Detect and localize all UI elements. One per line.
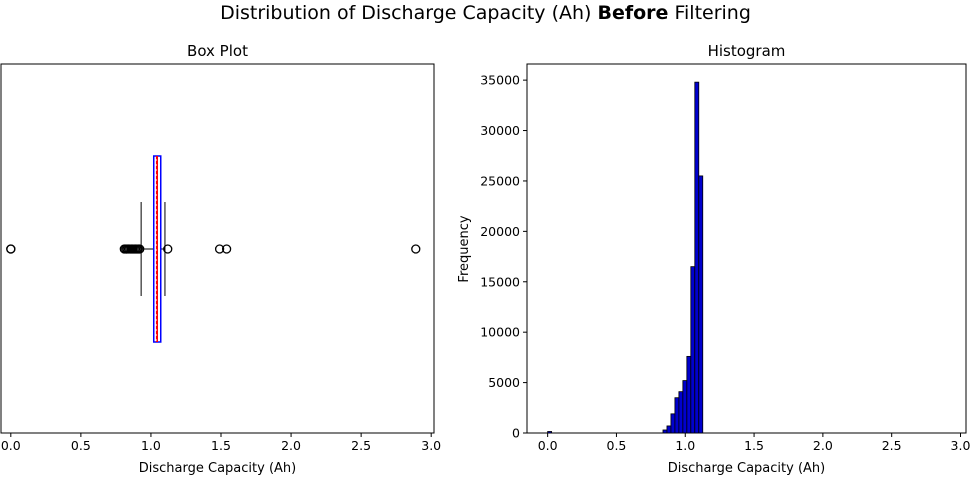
box-plot-panel: Box Plot 0.0 0.5 1.0 1.5 2.0 2.5 3.0 Discharge… — [0, 42, 441, 476]
hist-x-tick-label: 0.5 — [607, 438, 627, 453]
box-x-tick-label: 2.0 — [281, 438, 301, 453]
hist-x-tick-label: 0.0 — [538, 438, 558, 453]
box-plot-x-label: Discharge Capacity (Ah) — [139, 461, 296, 476]
histogram-y-label: Frequency — [457, 215, 472, 282]
outlier-point — [214, 244, 225, 254]
box-x-tick-label: 0.0 — [1, 438, 21, 453]
histogram-bar — [662, 429, 668, 434]
outlier-point — [411, 244, 421, 254]
histogram-bars — [547, 81, 704, 434]
histogram-bar — [666, 425, 672, 434]
histogram-bar — [674, 397, 680, 434]
histogram-bar — [682, 380, 688, 434]
histogram-bar — [698, 175, 704, 434]
box-plot-title: Box Plot — [187, 42, 248, 60]
hist-x-tick-label: 2.5 — [882, 438, 902, 453]
outlier-point — [221, 244, 232, 254]
hist-x-tick-label: 2.0 — [813, 438, 833, 453]
hist-y-tick-label: 15000 — [480, 274, 520, 289]
histogram-bar — [694, 81, 700, 434]
box-x-tick-label: 1.5 — [211, 438, 231, 453]
hist-y-tick-label: 10000 — [480, 325, 520, 340]
histogram-bar — [670, 413, 676, 434]
outlier-point — [135, 244, 145, 254]
hist-x-tick-label: 3.0 — [951, 438, 971, 453]
hist-x-tick-label: 1.5 — [744, 438, 764, 453]
hist-y-tick-label: 30000 — [480, 123, 520, 138]
histogram-frame — [526, 63, 967, 434]
histogram-x-ticks: 0.0 0.5 1.0 1.5 2.0 2.5 3.0 — [538, 433, 971, 453]
histogram-x-label: Discharge Capacity (Ah) — [668, 461, 825, 476]
box-plot-frame — [0, 63, 435, 434]
box-x-tick-label: 0.5 — [71, 438, 91, 453]
hist-y-tick-label: 20000 — [480, 224, 520, 239]
box-elements — [6, 155, 421, 343]
histogram-panel: Histogram 0.0 0.5 1.0 1.5 2.0 2.5 3.0 0 5000 100… — [457, 42, 970, 476]
histogram-bar — [678, 391, 684, 434]
hist-y-tick-label: 35000 — [480, 73, 520, 88]
histogram-y-ticks: 0 5000 10000 15000 20000 25000 30000 35000 — [480, 73, 527, 441]
histogram-title: Histogram — [708, 42, 786, 60]
histogram-bar — [686, 355, 692, 434]
outlier-point — [163, 244, 173, 254]
hist-y-tick-label: 25000 — [480, 173, 520, 188]
histogram-bar — [547, 431, 553, 434]
figure-title: Distribution of Discharge Capacity (Ah) … — [220, 2, 751, 24]
histogram-bar — [690, 266, 696, 434]
box-plot-x-ticks: 0.0 0.5 1.0 1.5 2.0 2.5 3.0 — [1, 433, 441, 453]
hist-y-tick-label: 0 — [512, 426, 520, 441]
hist-y-tick-label: 5000 — [488, 375, 520, 390]
box-x-tick-label: 3.0 — [421, 438, 441, 453]
outlier-point — [6, 244, 16, 254]
box-x-tick-label: 1.0 — [141, 438, 161, 453]
hist-x-tick-label: 1.0 — [675, 438, 695, 453]
box-x-tick-label: 2.5 — [351, 438, 371, 453]
